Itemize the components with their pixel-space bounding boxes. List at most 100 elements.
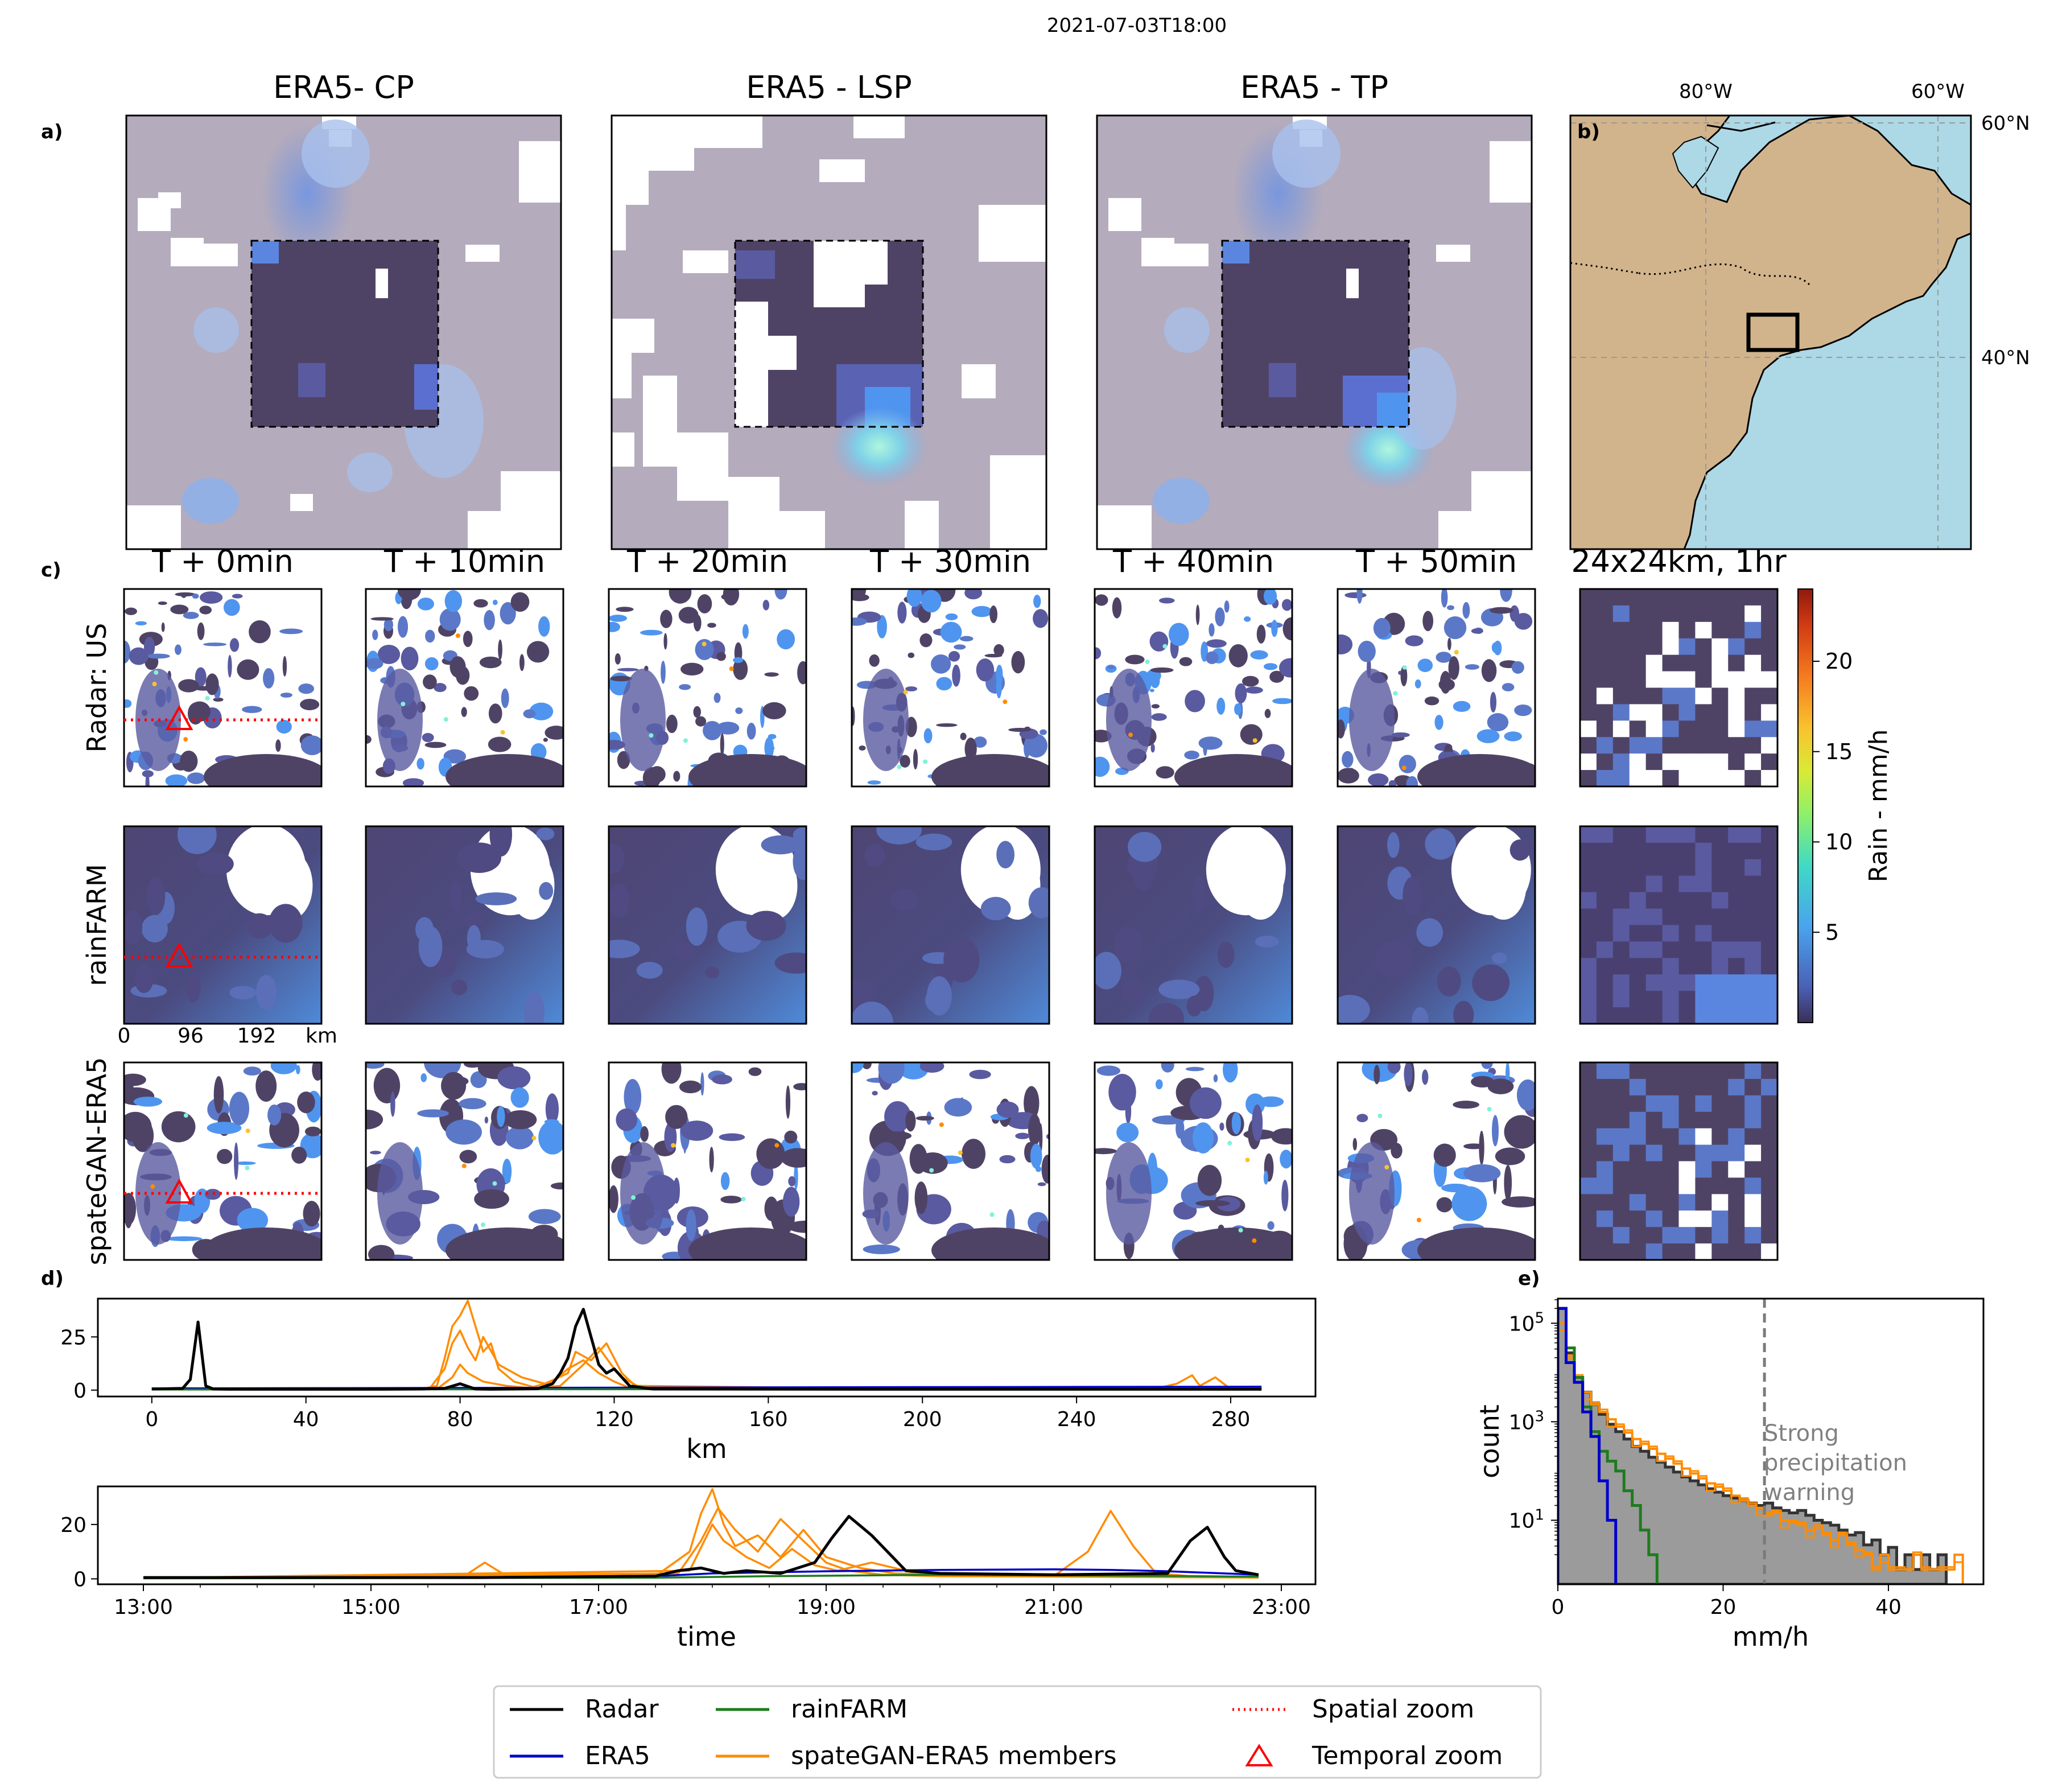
pixel — [1728, 638, 1745, 656]
radar-panel-r2-c5 — [1337, 1061, 1536, 1261]
rain-cell — [312, 1062, 321, 1081]
pixel — [1695, 1095, 1712, 1113]
rain-cell — [463, 1062, 482, 1068]
pixel — [1695, 958, 1712, 975]
pixel — [1580, 1227, 1597, 1244]
legend-label-spategan: spateGAN-ERA5 members — [791, 1741, 1117, 1770]
panel-border — [365, 1061, 564, 1261]
pixel — [1744, 1194, 1762, 1211]
rain-cell — [964, 589, 983, 600]
intense-cell — [500, 730, 505, 735]
pixel — [1662, 925, 1679, 942]
pixel — [1695, 1007, 1712, 1024]
intense-cell — [903, 690, 908, 695]
rain-band — [446, 754, 563, 786]
rain-cell — [1465, 664, 1479, 670]
time-title-0: T + 0min — [151, 543, 294, 579]
rain-cell — [906, 589, 922, 607]
rain-cell — [269, 904, 303, 943]
rain-cell — [1281, 599, 1292, 611]
rain-cell — [976, 658, 995, 682]
pixel — [1580, 974, 1597, 991]
pixel — [1711, 605, 1729, 623]
intense-cell — [939, 1122, 944, 1127]
pixel — [1761, 842, 1777, 860]
pixel — [1629, 671, 1647, 688]
pixel — [1711, 1078, 1729, 1096]
radar-comparison-grid: T + 0min T + 10min T + 20min T + 30min T + 4… — [81, 543, 1787, 1265]
pixel — [1728, 770, 1745, 786]
rain-cell — [1108, 1074, 1136, 1111]
intense-cell — [1454, 650, 1459, 655]
rain-cell — [304, 1126, 321, 1136]
pixel — [1711, 1128, 1729, 1146]
rain-cell — [497, 1066, 531, 1090]
rain-cell — [205, 673, 219, 695]
rain-cell — [463, 912, 484, 928]
pixel — [1761, 1128, 1777, 1146]
rain-cell — [756, 1138, 785, 1169]
rain-cell — [418, 926, 443, 967]
rain-cell — [538, 1120, 563, 1155]
pixel — [1728, 859, 1745, 876]
intense-cell — [649, 733, 654, 738]
rain-cell — [1033, 595, 1041, 608]
rain-cell — [1514, 613, 1533, 630]
rain-cell — [1356, 1114, 1368, 1123]
y-axis-label: mm/h — [0, 1499, 2, 1572]
rain-cell — [1095, 647, 1102, 660]
rain-cell — [680, 1120, 713, 1141]
intense-cell — [154, 670, 159, 675]
panel-border — [1094, 588, 1293, 788]
rain-cell — [187, 772, 205, 784]
rain-cell — [229, 1091, 250, 1126]
pixel — [1711, 589, 1729, 606]
rain-cell — [170, 604, 189, 615]
rain-cell — [1516, 1079, 1535, 1111]
pixel — [1662, 1227, 1679, 1244]
rain-cell — [423, 674, 437, 690]
time-title-6: 24x24km, 1hr — [1571, 543, 1787, 579]
pixel — [1761, 875, 1777, 893]
pixel — [1580, 842, 1597, 860]
pixel — [1596, 638, 1614, 656]
pixel — [1695, 621, 1712, 639]
rain-cell — [785, 1085, 791, 1119]
rain-cell — [1282, 617, 1292, 641]
rain-cell — [913, 749, 918, 770]
pixel — [1612, 991, 1630, 1008]
rain-cell — [141, 914, 168, 943]
rain-cell — [484, 1117, 489, 1124]
rain-cell — [397, 589, 421, 600]
panel-border — [1579, 825, 1779, 1025]
pixel — [1695, 1111, 1712, 1129]
intense-cell — [401, 702, 406, 707]
rain-cell — [1234, 703, 1242, 715]
pixel — [1645, 1227, 1663, 1244]
rain-cell — [678, 607, 699, 624]
rain-cell — [1502, 683, 1515, 691]
rain-cell — [948, 651, 960, 662]
rain-cell — [451, 979, 468, 995]
pixel — [1761, 589, 1777, 606]
rain-cell — [764, 672, 779, 677]
rain-band — [688, 754, 806, 786]
rain-cell — [1149, 689, 1154, 693]
rain-cell — [1463, 1164, 1501, 1183]
rain-cell — [158, 601, 167, 605]
pixel — [1728, 908, 1745, 925]
pixel — [1629, 1095, 1647, 1113]
pixel — [1678, 875, 1696, 893]
rain-cell — [124, 699, 132, 708]
pixel — [1728, 1161, 1745, 1178]
rain-cell — [1338, 719, 1345, 739]
pixel — [1612, 1062, 1630, 1080]
rain-cell — [869, 654, 880, 667]
pixel — [1612, 859, 1630, 876]
pixel — [1612, 654, 1630, 672]
rain-cell — [1491, 952, 1507, 964]
rain-cell — [1150, 667, 1174, 673]
rain-cell — [609, 740, 626, 750]
rain-cell — [1433, 1143, 1456, 1167]
pixel — [1711, 1243, 1729, 1260]
